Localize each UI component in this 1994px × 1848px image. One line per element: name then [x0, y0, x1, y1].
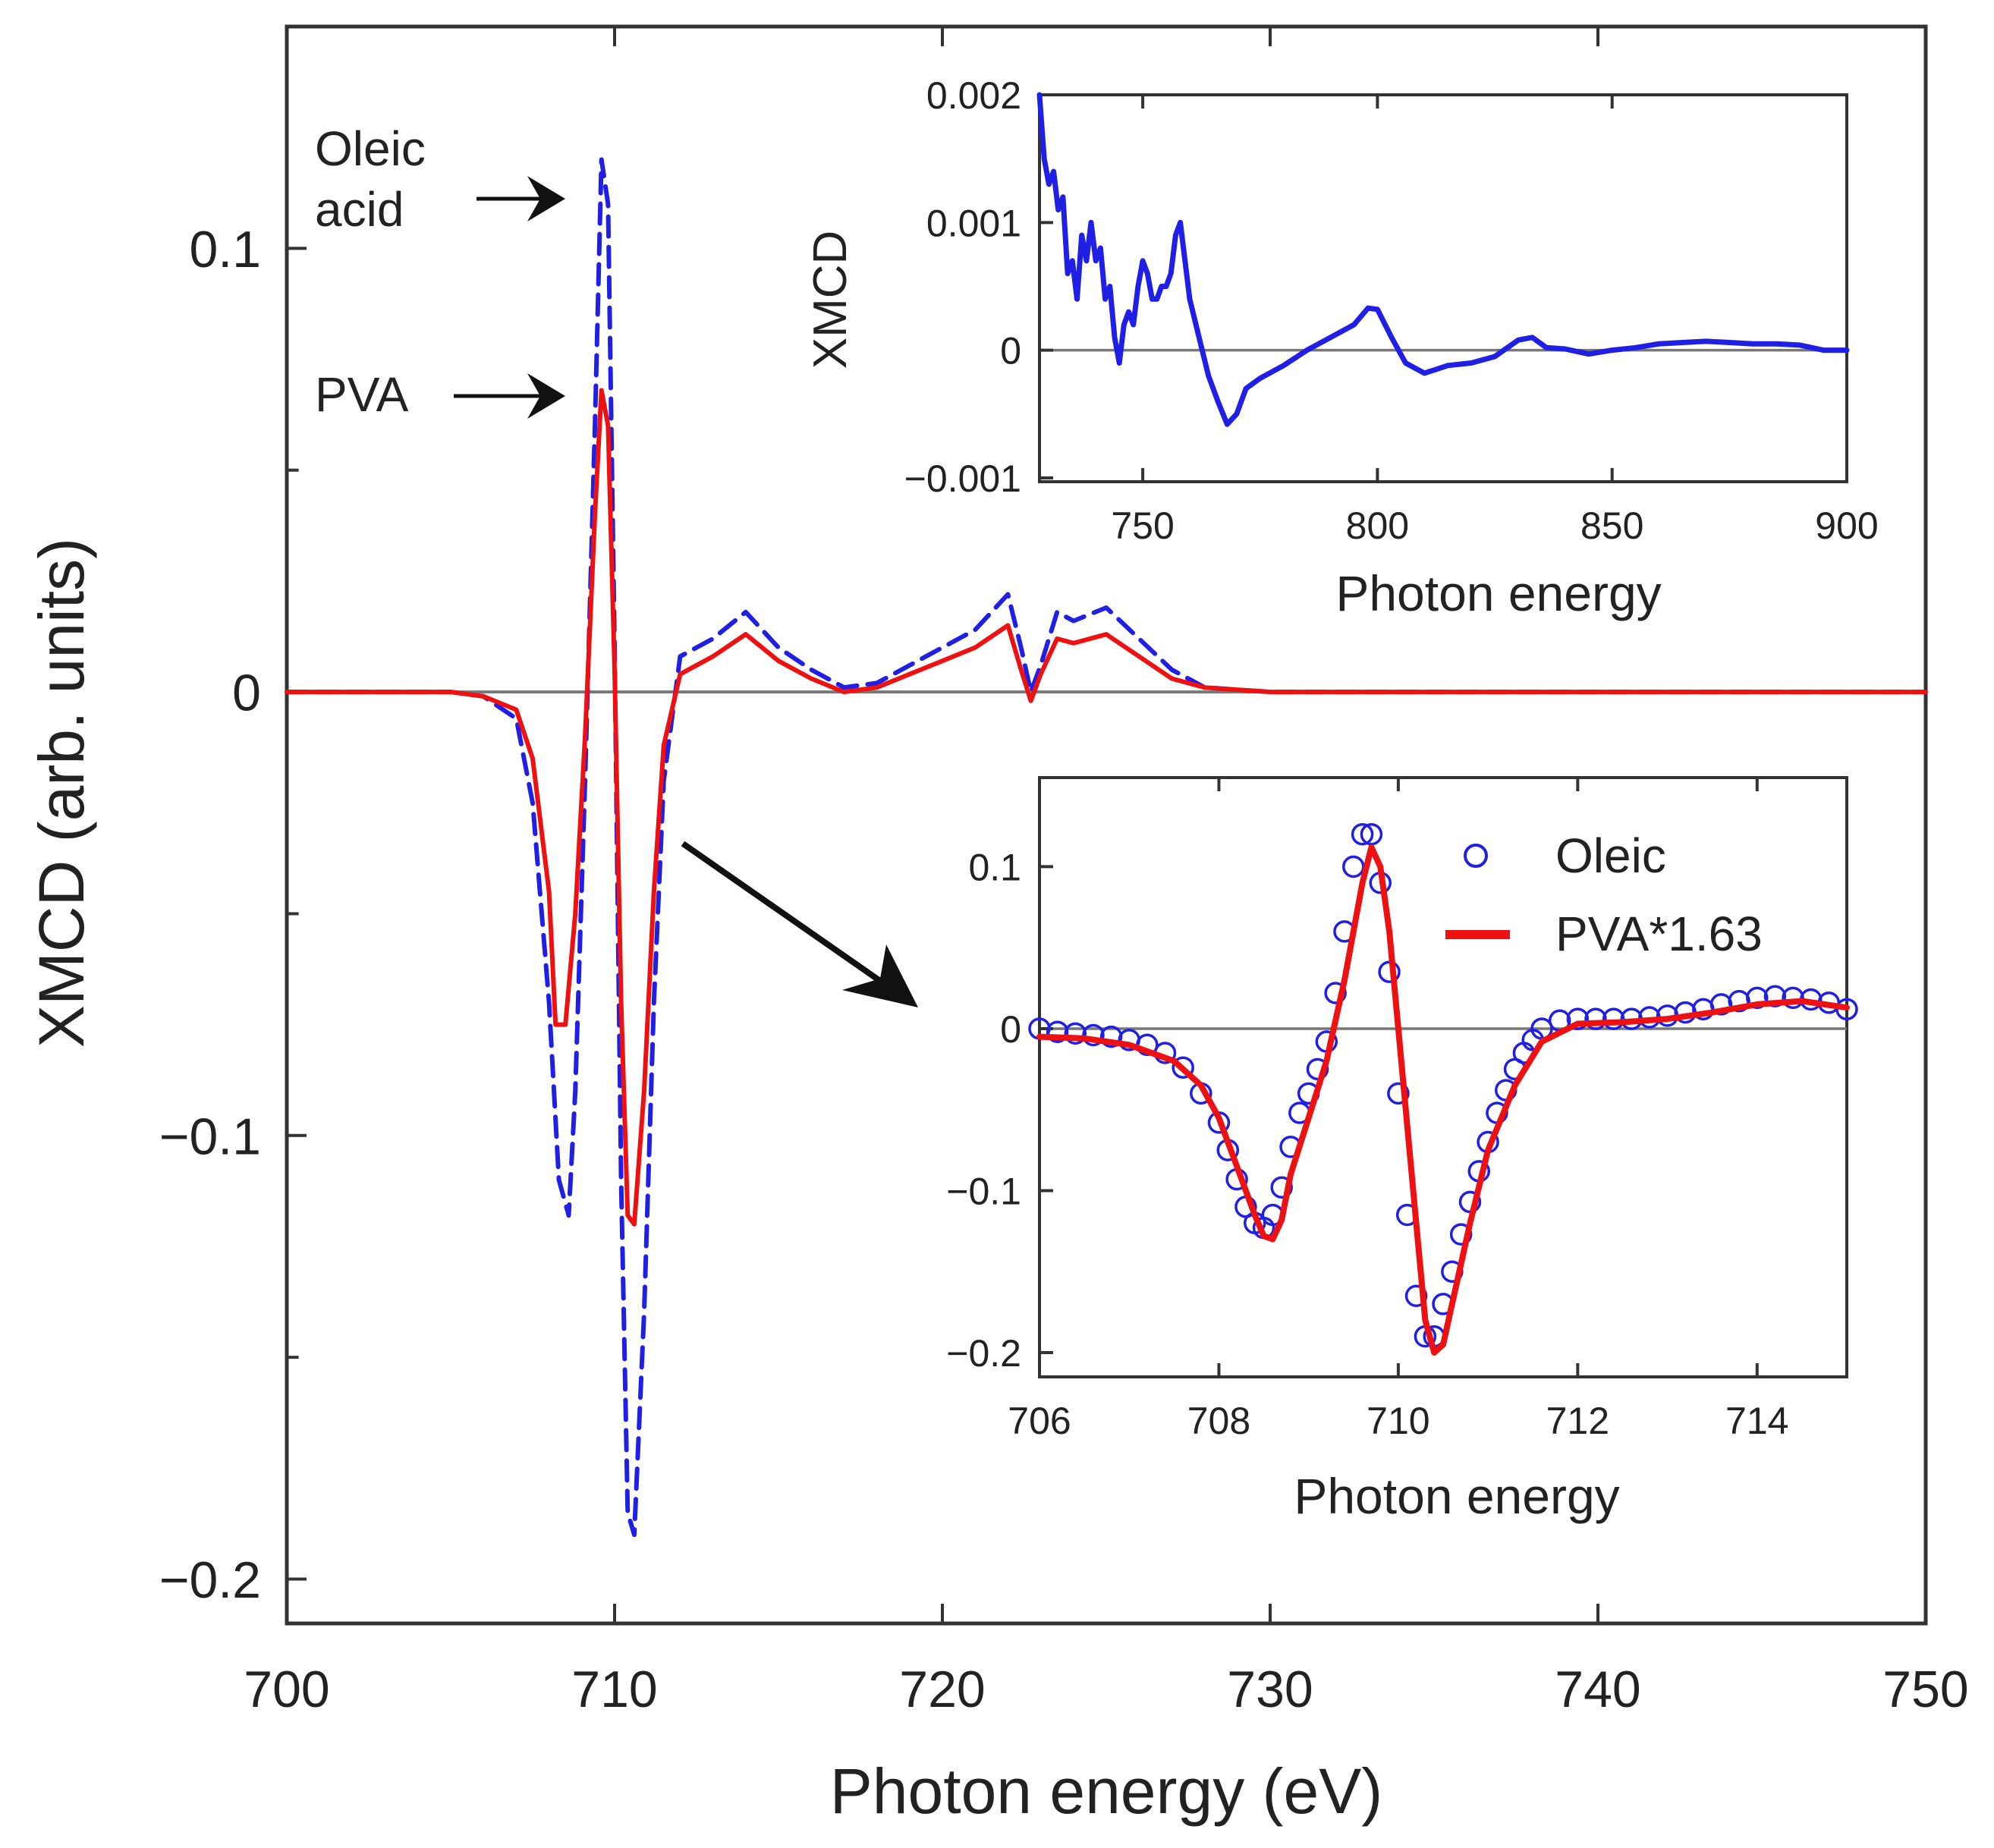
- main-y-tick-label: −0.2: [159, 1551, 261, 1609]
- inset_top-y-tick-label: 0: [1000, 330, 1021, 372]
- main-y-tick-labels: 0.1 0 −0.1 −0.2: [159, 221, 261, 1609]
- inset-bottom-x-tick-labels: 706 708 710 712 714: [1008, 1400, 1788, 1442]
- main-x-tick-label: 740: [1555, 1661, 1640, 1718]
- inset-top-y-axis-title: XMCD: [804, 231, 857, 369]
- legend-oleic-marker: [1464, 844, 1488, 868]
- inset-bottom-background: [1039, 778, 1847, 1377]
- inset-top-chart: 750 800 850 900 0.002 0.001 0 −0.001 Photon en…: [804, 74, 1879, 621]
- legend-oleic-label: Oleic: [1555, 828, 1666, 883]
- inset_bottom-y-tick-label: 0.1: [968, 846, 1021, 888]
- inset_bottom-point-oleic: [1782, 986, 1804, 1010]
- inset_bottom-point-oleic: [1351, 822, 1374, 846]
- inset-bottom-chart: 706 708 710 712 714 0.1 0 −0.1 −0.2 Photon ener…: [946, 776, 1858, 1524]
- inset_top-y-tick-label: 0.001: [926, 202, 1021, 244]
- main-chart: 700 710 720 730 740 750 0.1 0 −0.1 −0.2 Photon e…: [26, 24, 1969, 1827]
- arrow-to-zoom-inset: [681, 841, 918, 1007]
- inset-bottom-frame: [1038, 776, 1848, 1378]
- inset_bottom-point-oleic: [1342, 855, 1365, 878]
- main-x-tick-label: 720: [899, 1661, 985, 1718]
- main-y-tick-label: 0.1: [189, 221, 261, 278]
- inset_top-y-tick-label: −0.001: [904, 457, 1021, 500]
- main-plot-frame: [285, 24, 1928, 1626]
- inset_top-x-tick-label: 750: [1111, 504, 1174, 547]
- inset_bottom-series-pva-1-63: [1036, 844, 1850, 1356]
- arrow-to-oleic-peak: [476, 176, 565, 222]
- inset_bottom-point-oleic: [1064, 1022, 1087, 1045]
- annotation-pva: PVA: [315, 367, 409, 422]
- main-series-group: [285, 157, 1928, 1538]
- inset_bottom-point-oleic: [1566, 1007, 1590, 1030]
- inset_top-x-tick-label: 850: [1580, 504, 1643, 547]
- inset_bottom-point-oleic: [1449, 1223, 1473, 1246]
- main-series-oleic-acid: [285, 157, 1928, 1538]
- main-y-axis-title: XMCD (arb. units): [26, 538, 97, 1048]
- inset_bottom-point-oleic: [1046, 1020, 1069, 1043]
- main-axis-ticks: [285, 27, 1927, 1623]
- inset_bottom-point-oleic: [1360, 822, 1383, 846]
- inset_bottom-x-tick-label: 714: [1725, 1400, 1788, 1442]
- inset_bottom-point-oleic: [1404, 1284, 1428, 1307]
- inset-top-x-axis-title: Photon energy: [1335, 565, 1661, 621]
- inset_bottom-y-tick-label: 0: [1000, 1008, 1021, 1051]
- inset_top-x-tick-label: 900: [1815, 504, 1878, 547]
- inset_bottom-point-oleic: [1602, 1007, 1625, 1030]
- inset_bottom-y-tick-label: −0.2: [946, 1332, 1021, 1375]
- inset-top-series-group: [1036, 92, 1850, 427]
- inset_bottom-point-oleic: [1387, 1082, 1410, 1105]
- inset_top-x-tick-label: 800: [1346, 504, 1409, 547]
- inset_bottom-x-tick-label: 712: [1546, 1400, 1609, 1442]
- arrow-to-pva-peak: [454, 373, 565, 419]
- inset_bottom-point-oleic: [1763, 985, 1787, 1007]
- inset-top-frame: [1038, 93, 1848, 483]
- inset_bottom-point-oleic: [1746, 986, 1769, 1010]
- inset_bottom-point-oleic: [1324, 982, 1347, 1004]
- inset_bottom-point-oleic: [1270, 1176, 1293, 1199]
- annotation-oleic-line1: Oleic: [315, 121, 426, 176]
- main-y-tick-label: 0: [232, 665, 261, 722]
- inset-bottom-y-tick-labels: 0.1 0 −0.1 −0.2: [946, 846, 1021, 1375]
- main-series-pva: [285, 388, 1928, 1227]
- inset_bottom-point-oleic: [1306, 1058, 1329, 1081]
- inset_bottom-point-oleic: [1172, 1056, 1194, 1079]
- inset-bottom-legend: Oleic PVA*1.63: [1445, 828, 1763, 961]
- inset_bottom-x-tick-label: 706: [1008, 1400, 1071, 1442]
- main-x-tick-label: 700: [244, 1661, 329, 1718]
- inset_top-y-tick-label: 0.002: [926, 74, 1021, 117]
- main-x-tick-label: 730: [1227, 1661, 1313, 1718]
- inset-bottom-x-axis-title: Photon energy: [1294, 1468, 1619, 1524]
- inset_top-series-oleic-acid: [1036, 92, 1850, 427]
- inset-top-y-tick-labels: 0.002 0.001 0 −0.001: [904, 74, 1021, 500]
- inset_bottom-y-tick-label: −0.1: [946, 1170, 1021, 1212]
- main-y-tick-label: −0.1: [159, 1108, 261, 1165]
- main-x-tick-label: 750: [1882, 1661, 1968, 1718]
- inset_bottom-x-tick-label: 710: [1367, 1400, 1429, 1442]
- inset-bottom-series-group: [1028, 822, 1858, 1356]
- main-x-tick-label: 710: [571, 1661, 657, 1718]
- inset_bottom-x-tick-label: 708: [1187, 1400, 1250, 1442]
- inset-top-background: [1039, 95, 1847, 482]
- main-x-tick-labels: 700 710 720 730 740 750: [244, 1661, 1968, 1718]
- annotation-oleic-line2: acid: [315, 182, 404, 237]
- inset_bottom-point-oleic: [1082, 1023, 1105, 1047]
- inset-top-x-tick-labels: 750 800 850 900: [1111, 504, 1878, 547]
- inset_bottom-series-oleic: [1028, 822, 1858, 1348]
- legend-pva-label: PVA*1.63: [1555, 907, 1763, 961]
- main-x-axis-title: Photon energy (eV): [830, 1755, 1382, 1827]
- inset-bottom-axis-ticks: [1038, 778, 1759, 1377]
- inset_bottom-point-oleic: [1584, 1007, 1607, 1030]
